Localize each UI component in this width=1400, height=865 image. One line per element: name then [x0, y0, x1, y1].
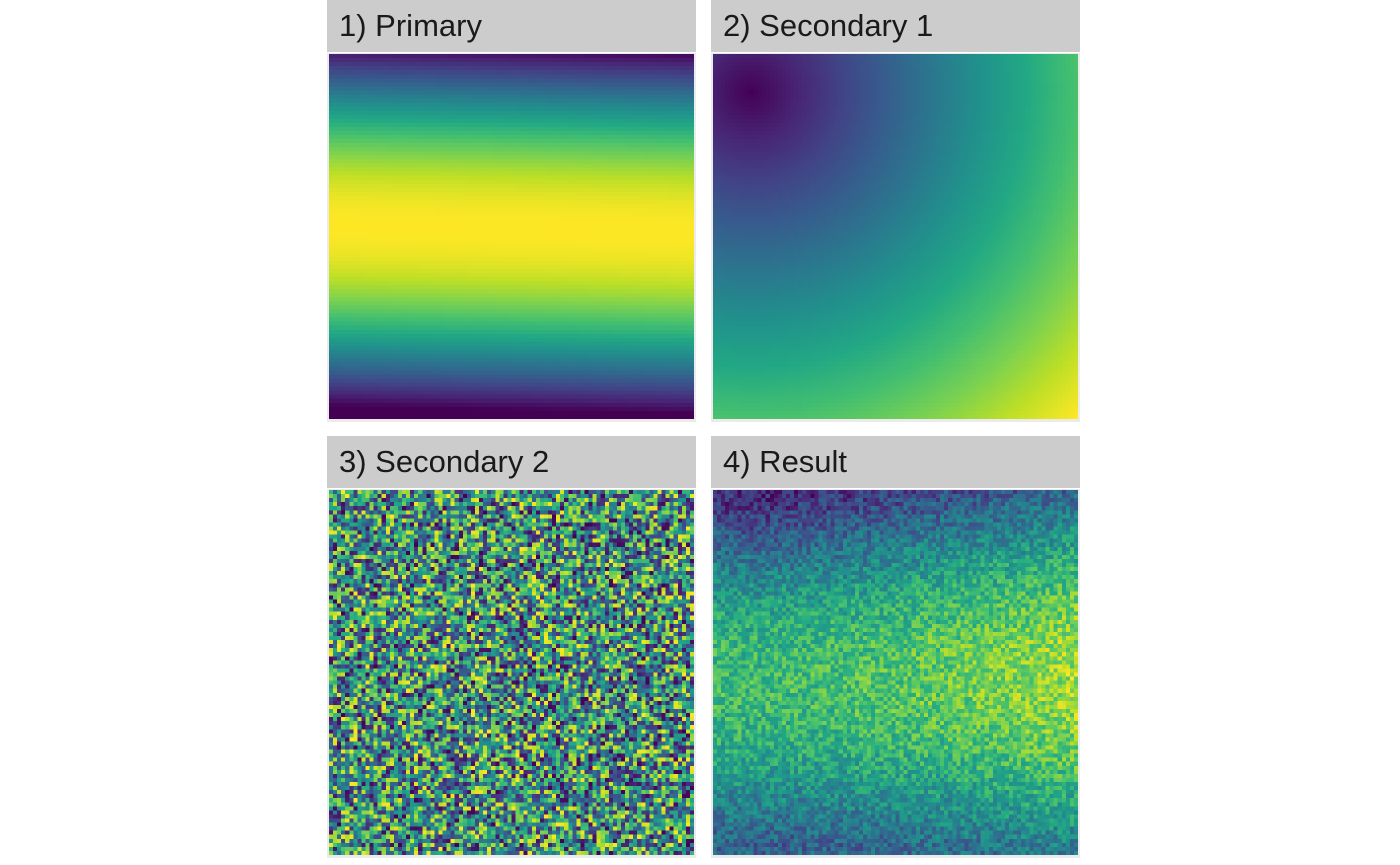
plot-area [711, 489, 1080, 858]
heatmap-secondary-2 [329, 490, 694, 855]
heatmap-primary [329, 54, 694, 419]
facet-strip: 4) Result [711, 436, 1080, 488]
facet-title: 1) Primary [339, 8, 482, 43]
facet-title: 4) Result [723, 444, 848, 479]
facet-title: 2) Secondary 1 [723, 8, 934, 43]
heatmap-secondary-1 [713, 54, 1078, 419]
heatmap-result [713, 490, 1078, 855]
facet-strip: 2) Secondary 1 [711, 0, 1080, 52]
facet-strip: 3) Secondary 2 [327, 436, 696, 488]
facet-strip: 1) Primary [327, 0, 696, 52]
plot-area [327, 53, 696, 422]
plot-area [327, 489, 696, 858]
facet-title: 3) Secondary 2 [339, 444, 550, 479]
plot-area [711, 53, 1080, 422]
